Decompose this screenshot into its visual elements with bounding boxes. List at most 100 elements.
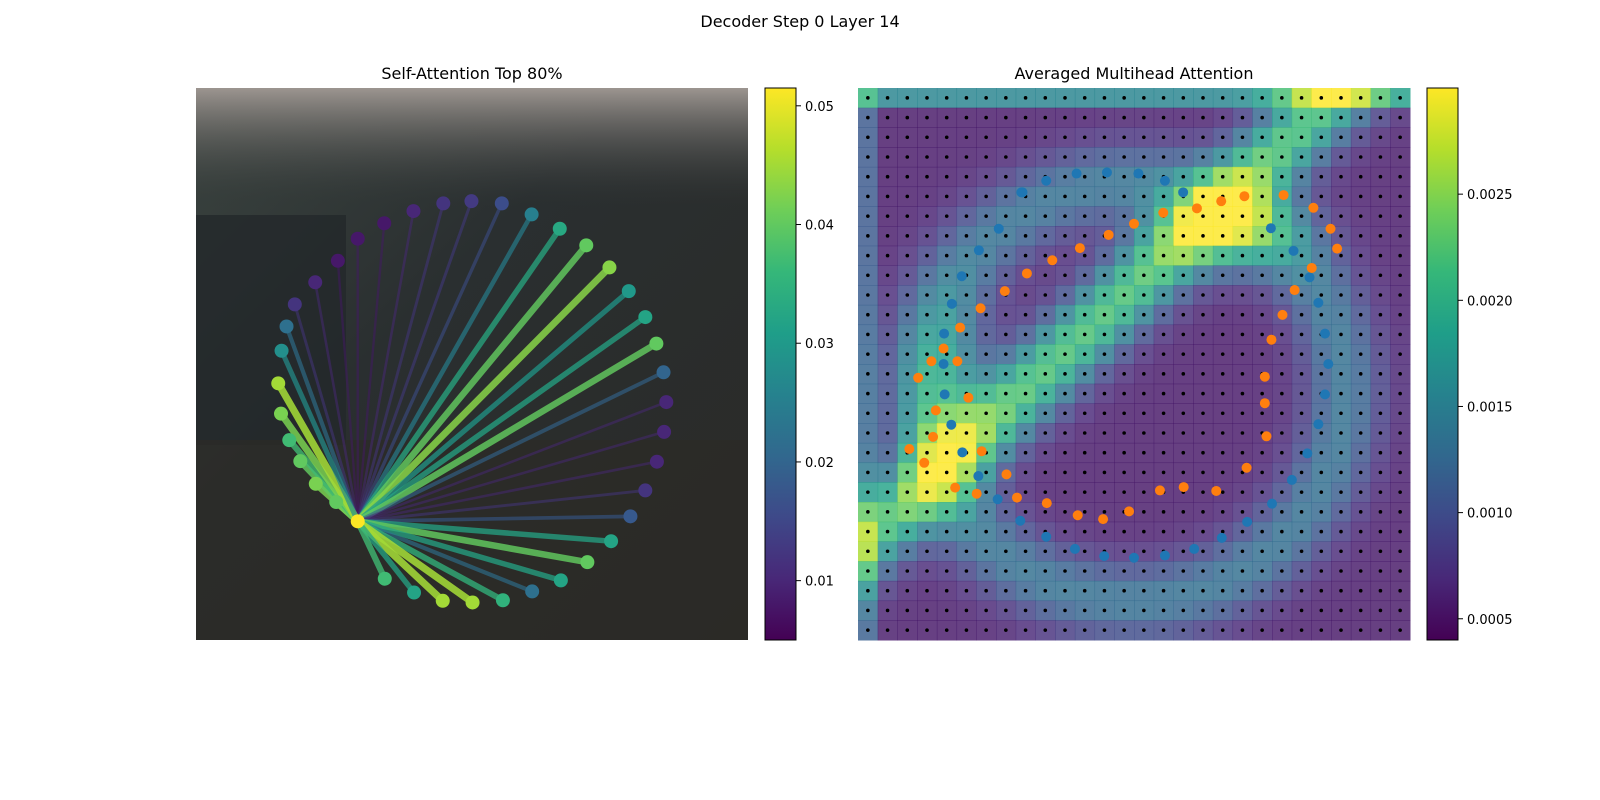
grid-dot [1082,470,1087,475]
blue-series-point [1319,389,1330,400]
keypoint [656,365,671,380]
grid-dot [1161,312,1166,317]
orange-series-point [1211,485,1222,496]
blue-series-point [1133,168,1144,179]
grid-dot [1063,588,1067,593]
grid-dot [1082,608,1087,613]
blue-series-point [992,494,1003,505]
grid-dot [1201,312,1205,317]
attention-line [355,212,534,524]
grid-dot [885,450,890,455]
orange-series-point [928,431,939,442]
grid-dot [964,510,969,514]
blue-series-point [1041,531,1052,542]
grid-dot [1260,214,1264,218]
grid-dot [964,352,969,356]
blue-series-point [1099,551,1110,562]
grid-dot [1181,431,1186,435]
grid-dot [944,510,949,514]
grid-dot [866,588,870,593]
grid-dot [1358,608,1363,613]
grid-dot [1082,96,1087,100]
left-colorbar-ticks: 0.01 0.02 0.03 0.04 0.05 [796,100,834,590]
grid-dot [1220,588,1225,593]
grid-dot [984,332,988,337]
right-colorbar-tick-label: 0.0015 [1467,400,1513,415]
grid-dot [905,96,910,100]
grid-dot [1004,549,1008,554]
attention-line [354,518,614,544]
grid-dot [1122,391,1126,396]
grid-dot [1398,569,1402,573]
grid-dot [1142,372,1146,376]
left-panel-title: Self-Attention Top 80% [381,64,563,83]
grid-dot [866,372,870,376]
grid-dot [1378,450,1383,455]
grid-dot [885,510,890,514]
grid-dot [905,253,910,258]
grid-dot [1004,352,1008,356]
orange-series-point [1239,191,1250,202]
grid-dot [964,372,969,376]
blue-series-point [946,419,957,430]
grid-dot [1358,312,1363,317]
keypoint [494,196,509,211]
grid-dot [1023,431,1028,435]
grid-dot [984,273,988,278]
grid-dot [1280,332,1284,337]
grid-dot [1181,332,1186,337]
grid-dot [1220,115,1225,120]
grid-dot [1260,234,1264,238]
grid-dot [1339,549,1343,554]
grid-dot [1339,174,1343,179]
grid-dot [1299,96,1304,100]
grid-dot [885,293,890,297]
grid-dot [1299,174,1304,179]
grid-dot [1339,529,1343,534]
grid-dot [1043,214,1048,218]
grid-dot [1102,96,1107,100]
grid-dot [1161,352,1166,356]
grid-dot [1260,470,1264,475]
grid-dot [1201,253,1205,258]
grid-dot [1378,214,1383,218]
grid-dot [1358,372,1363,376]
grid-dot [1082,253,1087,258]
grid-dot [1142,391,1146,396]
grid-dot [1358,470,1363,475]
attention-line [354,263,613,525]
attention-line [354,242,590,525]
grid-dot [944,431,949,435]
grid-dot [1082,194,1087,199]
grid-dot [1043,608,1048,613]
orange-series-point [938,343,949,354]
grid-dot [1260,293,1264,297]
grid-dot [1082,490,1087,494]
grid-dot [1181,115,1186,120]
grid-dot [1142,628,1146,632]
grid-dot [1299,431,1304,435]
grid-dot [1161,234,1166,238]
grid-dot [1319,135,1324,140]
grid-dot [1043,155,1048,159]
grid-dot [1122,490,1126,494]
grid-dot [944,529,949,534]
grid-dot [1201,372,1205,376]
grid-dot [905,411,910,416]
grid-dot [866,490,870,494]
grid-dot [925,155,929,159]
grid-dot [1339,450,1343,455]
blue-series-point [939,328,950,339]
grid-dot [1358,332,1363,337]
grid-dot [1280,510,1284,514]
grid-dot [905,470,910,475]
grid-dot [925,588,929,593]
blue-series-point [939,389,950,400]
grid-dot [1280,253,1284,258]
grid-dot [1201,96,1205,100]
grid-dot [1358,352,1363,356]
grid-dot [1398,214,1402,218]
attention-lines [274,199,668,607]
grid-dot [1378,332,1383,337]
grid-dot [1240,332,1245,337]
